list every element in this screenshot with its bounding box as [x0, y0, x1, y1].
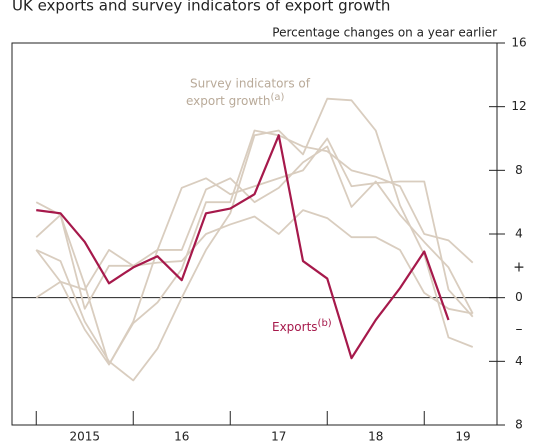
survey-line — [35, 145, 474, 366]
x-tick-label: 17 — [271, 430, 286, 444]
sign-plus: + — [513, 260, 525, 276]
exports-label-name: Exports — [272, 320, 318, 334]
survey-label-line: export growth — [186, 94, 270, 108]
survey-label: Survey indicators of — [190, 77, 311, 91]
y-axis-label: Percentage changes on a year earlier — [272, 26, 497, 40]
y-tick-label: 16 — [511, 36, 526, 50]
survey-line — [35, 129, 474, 366]
exports-line — [36, 134, 450, 360]
y-tick-label: 4 — [515, 227, 523, 241]
sign-minus: – — [516, 322, 523, 338]
y-tick-label: 12 — [511, 99, 526, 113]
survey-line — [35, 137, 474, 318]
survey-line — [35, 209, 473, 315]
exports-label-note: (b) — [318, 318, 332, 329]
x-tick-label: 19 — [455, 430, 470, 444]
survey-label: export growth(a) — [186, 92, 284, 108]
x-tick-label: 16 — [174, 430, 189, 444]
y-tick-label: 4 — [515, 354, 523, 368]
x-tick-label: 2015 — [69, 430, 100, 444]
y-tick-label: 8 — [515, 418, 523, 432]
chart-title: UK exports and survey indicators of expo… — [12, 0, 390, 15]
survey-label-note: (a) — [270, 92, 284, 103]
y-tick-label: 8 — [515, 163, 523, 177]
survey-line — [35, 97, 474, 382]
exports-label: Exports(b) — [272, 318, 332, 334]
y-tick-label: 0 — [515, 290, 523, 304]
x-tick-label: 18 — [368, 430, 383, 444]
